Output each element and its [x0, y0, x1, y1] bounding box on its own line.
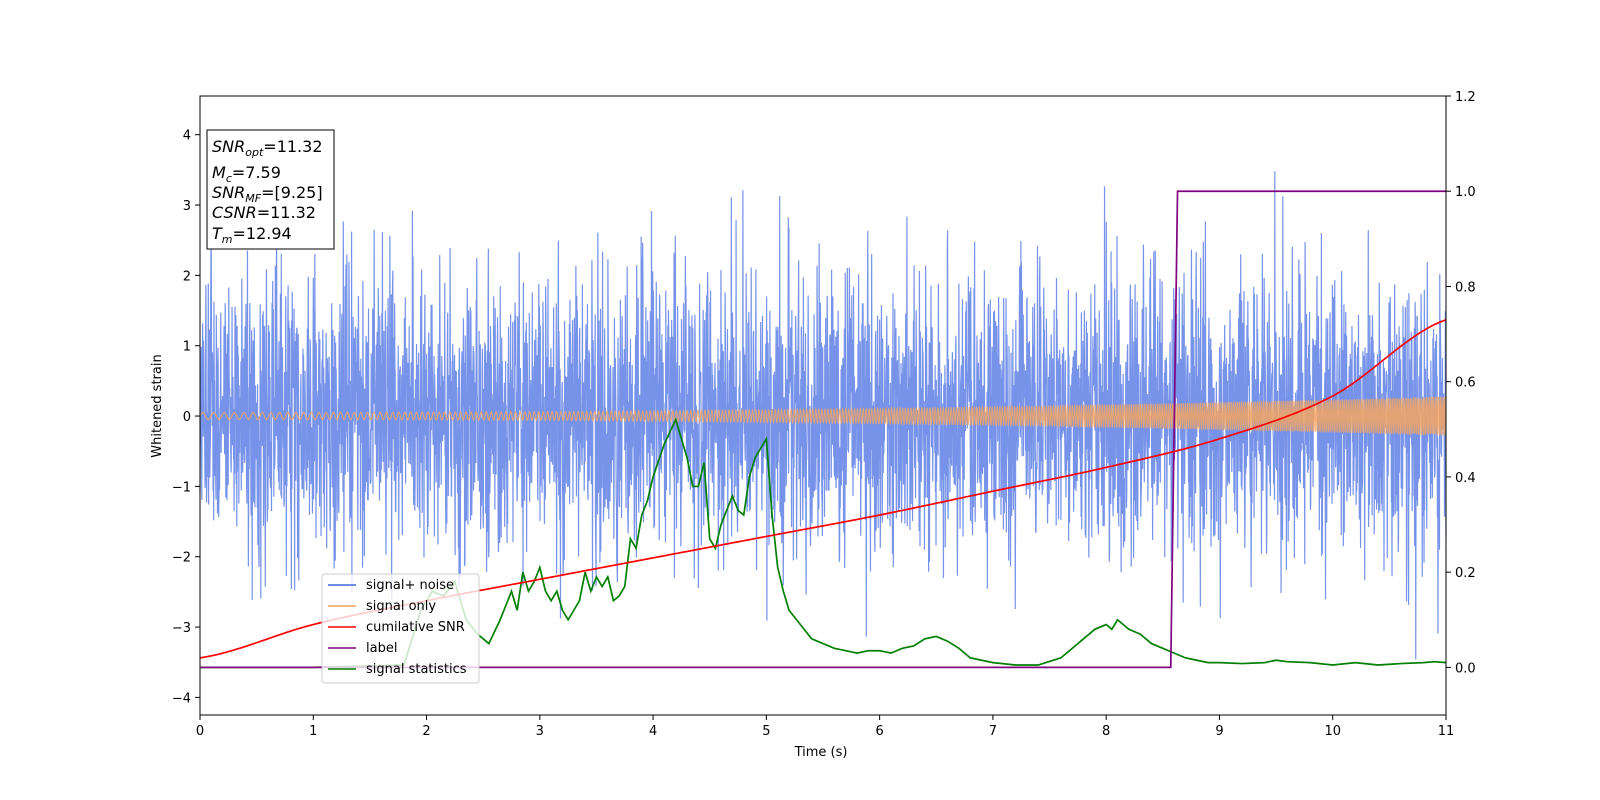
series-signal-noise [199, 171, 1447, 660]
x-tick-label: 9 [1215, 724, 1223, 739]
info-snr-opt: SNRopt=11.32 [212, 137, 323, 159]
x-tick-label: 10 [1324, 724, 1341, 739]
info-box-frame [206, 129, 335, 250]
signal-only-layer [199, 396, 1447, 436]
y-right-tick-label: 1.2 [1455, 90, 1476, 105]
x-tick-label: 2 [422, 724, 430, 739]
info-snr-mf: SNRMF=[9.25] [212, 183, 323, 205]
series-signal-only [199, 396, 1447, 436]
info-csnr: CSNR=11.32 [212, 203, 316, 222]
y-axis-left: −4 −3 −2 −1 0 1 2 3 4 [172, 129, 200, 706]
legend-label-signal-statistics: signal statistics [366, 662, 467, 677]
y-axis-right: 0.0 0.2 0.4 0.6 0.8 1.0 1.2 [1446, 90, 1476, 676]
x-tick-label: 6 [875, 724, 883, 739]
y-left-tick-label: −2 [172, 551, 191, 566]
legend-label-cumulative-snr: cumilative SNR [366, 620, 465, 635]
y-left-tick-label: 4 [183, 129, 191, 144]
legend-label-signal-noise: signal+ noise [366, 578, 454, 593]
y-right-tick-label: 0.6 [1455, 376, 1476, 391]
y-left-tick-label: −3 [172, 621, 191, 636]
info-box: SNRopt=11.32 Mc=7.59 SNRMF=[9.25] CSNR=1… [206, 129, 335, 250]
x-tick-label: 4 [649, 724, 657, 739]
y-left-tick-label: 2 [183, 269, 191, 284]
legend: signal+ noise signal only cumilative SNR… [321, 573, 480, 684]
y-left-tick-label: 1 [183, 340, 191, 355]
legend-label-signal-only: signal only [366, 599, 436, 614]
plot-frame [199, 95, 1447, 716]
y-left-tick-label: −4 [172, 691, 191, 706]
x-tick-label: 1 [309, 724, 317, 739]
x-tick-label: 5 [762, 724, 770, 739]
y-left-tick-label: 0 [183, 410, 191, 425]
x-tick-label: 0 [196, 724, 204, 739]
y-right-tick-label: 0.8 [1455, 280, 1476, 295]
y-right-tick-label: 0.4 [1455, 471, 1476, 486]
x-axis: 0 1 2 3 4 5 6 7 8 9 10 11 [196, 715, 1454, 739]
y-axis-title: Whitened strain [150, 354, 165, 457]
legend-label-label: label [366, 641, 397, 656]
y-right-tick-label: 1.0 [1455, 185, 1476, 200]
series-signal-statistics [200, 417, 1447, 669]
y-right-tick-label: 0.2 [1455, 566, 1476, 581]
y-left-tick-label: 3 [183, 199, 191, 214]
info-mc: Mc=7.59 [212, 163, 281, 185]
info-tm: Tm=12.94 [212, 224, 292, 246]
x-tick-label: 3 [536, 724, 544, 739]
x-tick-label: 11 [1438, 724, 1455, 739]
x-tick-label: 7 [989, 724, 997, 739]
y-right-tick-label: 0.0 [1455, 661, 1476, 676]
series-label [200, 190, 1446, 669]
x-tick-label: 8 [1102, 724, 1110, 739]
signal-noise-layer [199, 171, 1447, 660]
y-left-tick-label: −1 [172, 480, 191, 495]
legend-frame [321, 573, 480, 684]
x-axis-title: Time (s) [794, 745, 848, 760]
